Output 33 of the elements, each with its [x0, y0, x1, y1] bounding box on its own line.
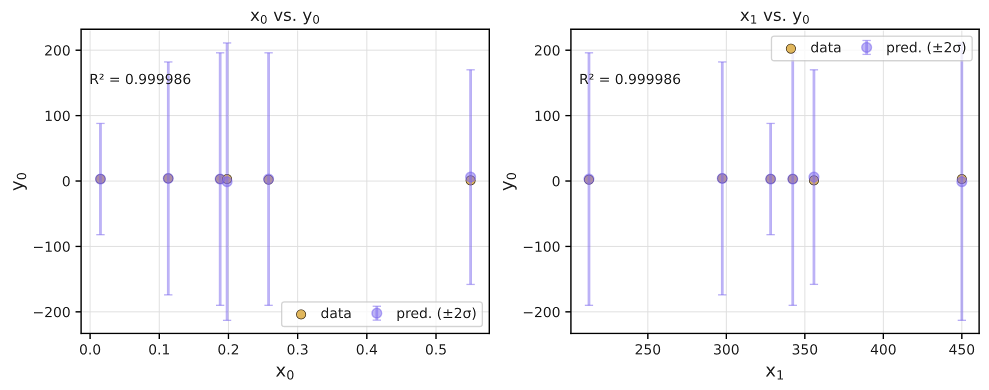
legend-label: data: [811, 42, 840, 52]
x-axis-title: x$_{0}$: [276, 366, 294, 380]
y-tick-label: 0: [552, 176, 560, 186]
x-axis-title: x$_{1}$: [766, 366, 783, 380]
chart-title: x$_{1}$ vs. y$_{0}$: [740, 12, 809, 24]
legend-label: pred. (±2σ): [398, 308, 476, 321]
x-tick-label: 350: [792, 344, 818, 355]
legend-label: data: [321, 308, 351, 318]
chart-title: x$_{0}$ vs. y$_{0}$: [250, 12, 320, 24]
y-tick-label: 0: [62, 176, 70, 186]
x-tick-label: 400: [870, 344, 896, 355]
y-tick-label: −100: [524, 241, 560, 252]
y-tick-label: 200: [535, 45, 560, 56]
x-tick-label: 0.0: [80, 344, 100, 355]
x-tick-label: 0.3: [288, 344, 308, 355]
x-tick-label: 300: [714, 344, 739, 355]
y-tick-label: −200: [524, 306, 560, 318]
x-tick-label: 250: [636, 344, 660, 355]
y-tick-label: 100: [536, 110, 560, 122]
y-tick-label: 200: [45, 45, 70, 56]
annotation: R² = 0.999986: [90, 74, 190, 84]
x-tick-label: 0.4: [356, 344, 378, 355]
x-tick-label: 0.5: [426, 344, 446, 355]
y-tick-label: −100: [34, 241, 70, 252]
x-tick-label: 0.2: [218, 344, 238, 355]
y-axis-title: y$_{0}$: [503, 173, 517, 191]
y-tick-label: 100: [46, 110, 70, 122]
y-tick-label: −200: [34, 306, 70, 318]
annotation: R² = 0.999986: [580, 74, 680, 84]
x-tick-label: 0.1: [149, 344, 170, 355]
x-tick-label: 450: [949, 344, 974, 355]
y-axis-title: y$_{0}$: [13, 173, 27, 191]
legend-label: pred. (±2σ): [887, 42, 966, 56]
